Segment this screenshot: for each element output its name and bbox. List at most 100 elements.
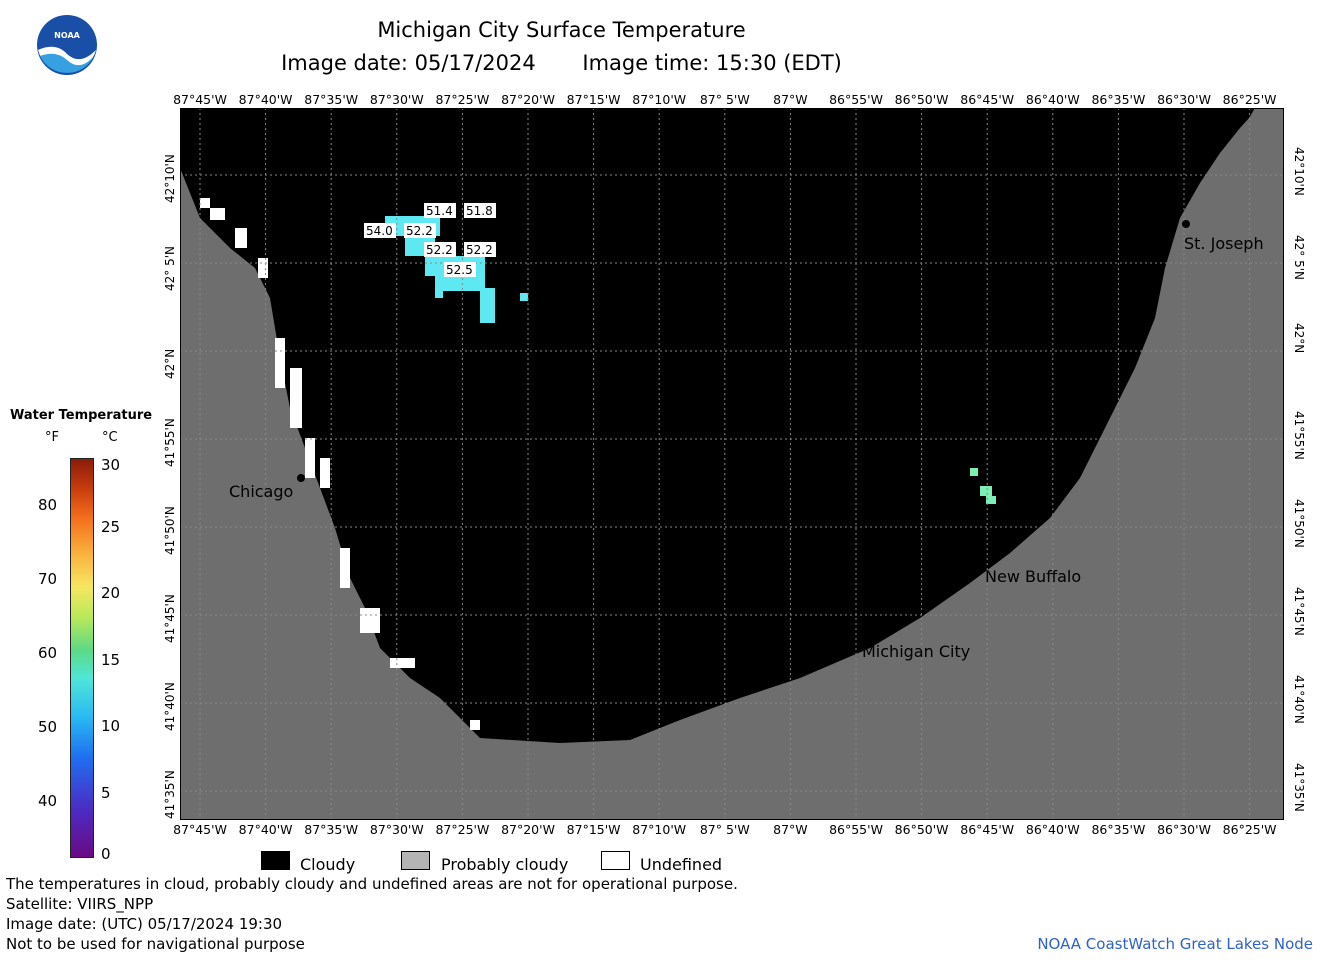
latitude-label: 41°35'N [1292, 763, 1306, 812]
longitude-label: 87°35'W [304, 92, 359, 107]
longitude-label: 87°35'W [304, 822, 359, 837]
longitude-label: 87°40'W [238, 822, 293, 837]
temperature-colorbar [70, 458, 94, 858]
latitude-label: 41°45'N [163, 594, 177, 643]
image-date: Image date: 05/17/2024 [281, 51, 536, 75]
temp-label-3: 54.0 [364, 223, 396, 238]
temperature-labels: 51.4 51.8 54.0 52.2 52.2 52.2 52.5 [364, 203, 496, 277]
latitude-label: 42° 5'N [163, 246, 177, 291]
temp-label-1: 51.4 [424, 203, 456, 218]
svg-text:54.0: 54.0 [366, 224, 393, 238]
temp-label-2: 51.8 [464, 203, 496, 218]
south-east-shore-land [480, 108, 1284, 820]
longitude-label: 87° 5'W [699, 822, 750, 837]
c-tick-20: 20 [101, 584, 121, 602]
latitude-label: 41°40'N [1292, 675, 1306, 724]
latitude-label: 41°35'N [163, 770, 177, 819]
longitude-label: 87° 5'W [699, 92, 750, 107]
longitude-label: 87°25'W [435, 92, 490, 107]
legend-swatch-probably-cloudy [401, 851, 430, 870]
longitude-label: 86°45'W [960, 92, 1015, 107]
longitude-label: 86°25'W [1222, 822, 1277, 837]
city-label-new-buffalo: New Buffalo [985, 567, 1082, 586]
f-tick-50: 50 [38, 718, 58, 736]
unit-fahrenheit: °F [45, 430, 59, 445]
f-tick-70: 70 [38, 570, 58, 588]
footer-satellite: Satellite: VIIRS_NPP [6, 895, 154, 913]
temperature-map: 51.4 51.8 54.0 52.2 52.2 52.2 52.5 [180, 108, 1284, 820]
legend-title: Water Temperature [10, 408, 153, 423]
legend-label-probably-cloudy: Probably cloudy [441, 855, 569, 874]
longitude-label: 87°10'W [632, 92, 687, 107]
legend-swatch-cloudy [261, 851, 290, 870]
longitude-label: 86°40'W [1025, 92, 1080, 107]
c-tick-5: 5 [101, 784, 111, 802]
c-tick-0: 0 [101, 845, 111, 863]
longitude-label: 87°20'W [501, 92, 555, 107]
footer-disclaimer: The temperatures in cloud, probably clou… [6, 875, 738, 893]
longitude-label: 86°35'W [1091, 822, 1146, 837]
longitude-label: 86°55'W [829, 822, 883, 837]
new-buffalo-marker [977, 557, 985, 565]
longitude-label: 87°W [773, 822, 808, 837]
latitude-label: 41°50'N [1292, 499, 1306, 548]
latitude-label: 41°45'N [1292, 587, 1306, 636]
longitude-label: 87°40'W [238, 92, 293, 107]
svg-text:52.2: 52.2 [426, 243, 453, 257]
latitude-label: 41°55'N [163, 418, 177, 467]
city-label-michigan-city: Michigan City [862, 642, 971, 661]
longitude-label: 86°30'W [1157, 92, 1211, 107]
temp-label-7: 52.5 [444, 262, 476, 277]
svg-text:52.5: 52.5 [446, 263, 473, 277]
c-tick-25: 25 [101, 518, 121, 536]
c-tick-30: 30 [101, 456, 121, 474]
temp-label-5: 52.2 [424, 242, 456, 257]
longitude-label: 86°55'W [829, 92, 883, 107]
longitude-label: 86°35'W [1091, 92, 1146, 107]
longitude-label: 86°50'W [894, 92, 949, 107]
footer-credit: NOAA CoastWatch Great Lakes Node [1037, 935, 1313, 953]
legend-swatch-undefined [601, 851, 630, 870]
f-tick-60: 60 [38, 644, 58, 662]
latitude-label: 42° 5'N [1292, 235, 1306, 280]
longitude-label: 87°30'W [369, 822, 424, 837]
west-shore-land [180, 168, 480, 820]
svg-text:51.4: 51.4 [426, 204, 453, 218]
latitude-label: 42°N [163, 348, 177, 379]
footer-utc-date: Image date: (UTC) 05/17/2024 19:30 [6, 915, 283, 933]
latitude-label: 42°10'N [1292, 147, 1306, 196]
city-label-st-joseph: St. Joseph [1184, 234, 1264, 253]
temp-label-6: 52.2 [464, 242, 496, 257]
longitude-label: 86°45'W [960, 822, 1015, 837]
svg-text:52.2: 52.2 [466, 243, 493, 257]
longitude-label: 86°50'W [894, 822, 949, 837]
st-joseph-marker [1182, 220, 1190, 228]
image-datetime: Image date: 05/17/2024 Image time: 15:30… [0, 51, 1223, 75]
longitude-label: 87°15'W [566, 92, 621, 107]
latitude-label: 41°50'N [163, 506, 177, 555]
undefined-fringe [200, 198, 480, 730]
noaa-logo: NOAA [37, 15, 97, 75]
logo-text: NOAA [54, 31, 80, 40]
city-label-chicago: Chicago [229, 482, 294, 501]
chicago-marker [297, 474, 305, 482]
michigan-city-marker [858, 631, 866, 639]
longitude-label: 87°45'W [173, 92, 227, 107]
longitude-label: 87°15'W [566, 822, 621, 837]
image-time: Image time: 15:30 (EDT) [582, 51, 842, 75]
longitude-label: 87°30'W [369, 92, 424, 107]
map-title: Michigan City Surface Temperature [377, 18, 746, 42]
c-tick-10: 10 [101, 717, 121, 735]
longitude-label: 87°45'W [173, 822, 227, 837]
unit-celsius: °C [102, 430, 118, 445]
c-tick-15: 15 [101, 651, 121, 669]
legend-label-cloudy: Cloudy [300, 855, 356, 874]
legend-label-undefined: Undefined [640, 855, 723, 874]
longitude-label: 87°25'W [435, 822, 490, 837]
longitude-label: 87°W [773, 92, 808, 107]
graticule [180, 108, 1284, 820]
latitude-label: 41°40'N [163, 682, 177, 731]
longitude-label: 87°20'W [501, 822, 555, 837]
latitude-label: 42°N [1292, 323, 1306, 354]
green-water-pixels [970, 468, 996, 504]
